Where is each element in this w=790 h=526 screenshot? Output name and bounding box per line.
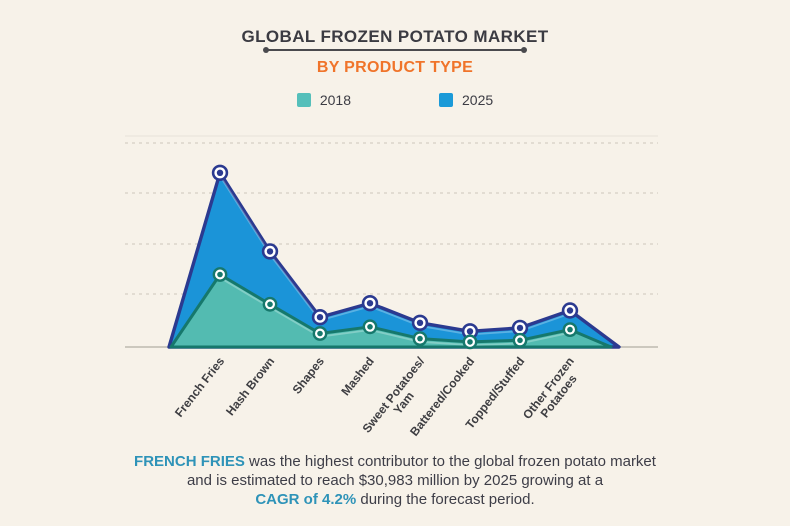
- marker-2025-shapes-dot: [316, 314, 324, 321]
- series-area-highlight-2025: [219, 175, 571, 336]
- footnote-line-2: and is estimated to reach $30,983 millio…: [186, 472, 604, 489]
- page-subtitle: BY PRODUCT TYPE: [316, 59, 474, 76]
- legend-item-2025: 2025: [439, 92, 493, 108]
- legend-swatch-2018-icon: [296, 93, 311, 107]
- marker-2025-mashed-dot: [366, 300, 374, 307]
- marker-2018-mashed-dot: [367, 324, 373, 330]
- title-divider: [263, 47, 527, 53]
- legend-label-2018: 2018: [319, 92, 351, 108]
- marker-2018-other-frozen-potatoes-dot: [567, 326, 573, 333]
- footnote-highlight-cagr: CAGR of 4.2%: [255, 491, 357, 508]
- footnote-highlight-french-fries: FRENCH FRIES: [134, 453, 245, 470]
- marker-2018-shapes-dot: [317, 330, 323, 337]
- footnote-text-1: was the highest contributor to the globa…: [244, 453, 656, 470]
- footnote-line-1: FRENCH FRIES was the highest contributor…: [0, 452, 790, 471]
- page-title: GLOBAL FROZEN POTATO MARKET: [241, 27, 549, 46]
- marker-2018-topped-stuffed-dot: [517, 337, 523, 344]
- legend-item-2018: 2018: [296, 92, 351, 108]
- footnote-text-3: during the forecast period.: [356, 491, 535, 508]
- marker-2025-other-frozen-potatoes-dot: [566, 307, 574, 314]
- marker-2018-battered-cooked-dot: [467, 339, 473, 345]
- footnote: FRENCH FRIES was the highest contributor…: [0, 452, 790, 509]
- marker-2025-french-fries-dot: [216, 169, 224, 176]
- marker-2018-hash-brown-dot: [267, 301, 273, 308]
- series-area-highlight-2018: [219, 276, 571, 347]
- marker-2025-hash-brown-dot: [266, 248, 274, 255]
- marker-2025-battered-cooked-dot: [466, 328, 474, 335]
- marker-2025-sweet-potatoes-yam-dot: [416, 319, 424, 326]
- footnote-line-3: CAGR of 4.2% during the forecast period.: [0, 490, 790, 509]
- marker-2018-sweet-potatoes-yam-dot: [417, 335, 423, 342]
- marker-2025-topped-stuffed-dot: [516, 324, 524, 332]
- marker-2018-french-fries-dot: [217, 271, 223, 278]
- legend-swatch-2025-icon: [439, 93, 453, 107]
- chart-legend: 2018 2025: [0, 92, 790, 108]
- legend-label-2025: 2025: [462, 92, 494, 108]
